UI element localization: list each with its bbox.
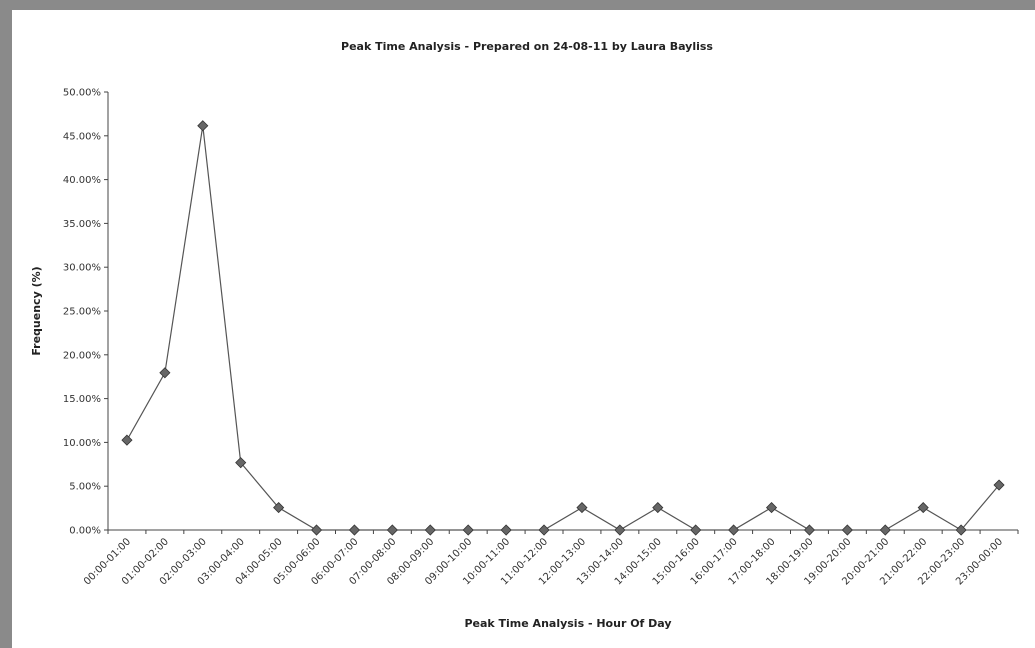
- y-tick-label: 0.00%: [69, 526, 101, 537]
- series-line: [126, 125, 1000, 531]
- chart-title: Peak Time Analysis - Prepared on 24-08-1…: [341, 40, 713, 53]
- y-tick-label: 25.00%: [63, 307, 101, 318]
- data-point-marker: [728, 524, 740, 536]
- data-point-marker: [538, 524, 550, 536]
- y-tick-label: 50.00%: [63, 88, 101, 99]
- data-point-marker: [235, 457, 247, 469]
- data-point-marker: [424, 524, 436, 536]
- data-point-marker: [690, 524, 702, 536]
- data-point-marker: [917, 502, 929, 514]
- data-point-marker: [386, 524, 398, 536]
- data-point-marker: [614, 524, 626, 536]
- y-axis-title: Frequency (%): [30, 266, 43, 355]
- y-tick-label: 10.00%: [63, 438, 101, 449]
- y-tick-label: 20.00%: [63, 350, 101, 361]
- data-point-marker: [273, 502, 285, 514]
- series-group: [121, 120, 1005, 536]
- data-point-marker: [121, 434, 133, 446]
- data-point-marker: [576, 502, 588, 514]
- top-border: [0, 0, 1035, 10]
- data-point-marker: [197, 120, 209, 132]
- data-point-marker: [159, 367, 171, 379]
- y-tick-label: 30.00%: [63, 263, 101, 274]
- y-tick-label: 5.00%: [69, 482, 101, 493]
- y-tick-label: 45.00%: [63, 131, 101, 142]
- data-point-marker: [765, 502, 778, 514]
- y-tick-label: 40.00%: [63, 175, 101, 186]
- y-tick-label: 15.00%: [63, 394, 101, 405]
- data-point-marker: [348, 524, 361, 536]
- left-border: [0, 0, 12, 648]
- data-point-marker: [652, 502, 664, 514]
- data-point-marker: [310, 524, 323, 536]
- data-point-marker: [879, 524, 891, 536]
- data-point-marker: [803, 524, 816, 536]
- x-axis-title: Peak Time Analysis - Hour Of Day: [464, 617, 671, 630]
- x-ticks: 00:00-01:0001:00-02:0002:00-03:0003:00-0…: [82, 530, 1019, 587]
- data-point-marker: [841, 524, 853, 536]
- data-point-marker: [993, 479, 1005, 491]
- data-point-marker: [955, 524, 967, 536]
- data-point-marker: [462, 524, 474, 536]
- data-point-marker: [500, 524, 512, 536]
- y-ticks: 0.00% 5.00% 10.00% 15.00% 20.00% 25.00% 30.00%…: [63, 88, 108, 537]
- y-tick-label: 35.00%: [63, 219, 101, 230]
